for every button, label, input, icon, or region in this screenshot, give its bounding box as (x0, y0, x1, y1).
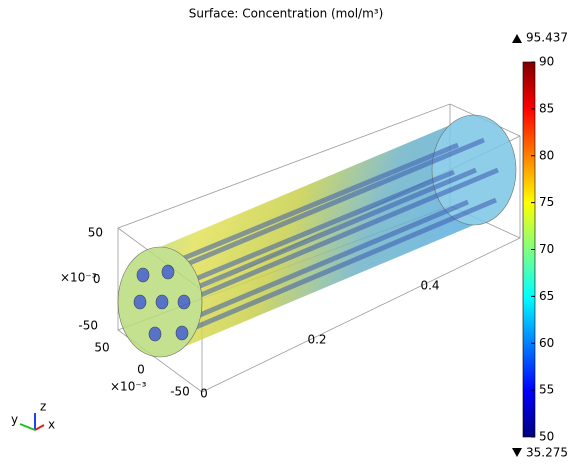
tick-label: 50 (88, 226, 103, 240)
min-icon (512, 448, 522, 457)
max-label: 95.437 (526, 31, 568, 45)
tick-label: -50 (78, 319, 98, 333)
colorbar-tick-label: 75 (539, 195, 554, 209)
tick-label: 0.2 (307, 333, 326, 347)
cylinder (117, 114, 517, 358)
min-label: 35.275 (526, 446, 568, 460)
tick-label: 0 (93, 272, 101, 286)
colorbar-tick-label: 55 (539, 383, 554, 397)
tick-label: 0 (137, 363, 145, 377)
colorbar-tick-label: 60 (539, 336, 554, 350)
max-icon (512, 34, 522, 43)
colorbar-tick-label: 65 (539, 289, 554, 303)
colorbar-tick-label: 70 (539, 242, 554, 256)
tick-label: -50 (170, 385, 190, 399)
axis-name: x (48, 418, 55, 432)
chart-title: Surface: Concentration (mol/m³) (189, 7, 384, 21)
axis-triad (19, 413, 45, 431)
tick-label: 50 (94, 341, 109, 355)
axis-name: z (40, 400, 46, 414)
colorbar-tick-label: 80 (539, 148, 554, 162)
colorbar-tick-label: 90 (539, 55, 554, 69)
z-multiplier: ×10⁻³ (60, 271, 97, 285)
colorbar-tick-label: 50 (539, 430, 554, 444)
axis-name: y (11, 413, 18, 427)
colorbar-tick-label: 85 (539, 101, 554, 115)
tick-label: 0 (200, 387, 208, 401)
y-multiplier: ×10⁻³ (110, 380, 147, 394)
tick-label: 0.4 (420, 279, 439, 293)
